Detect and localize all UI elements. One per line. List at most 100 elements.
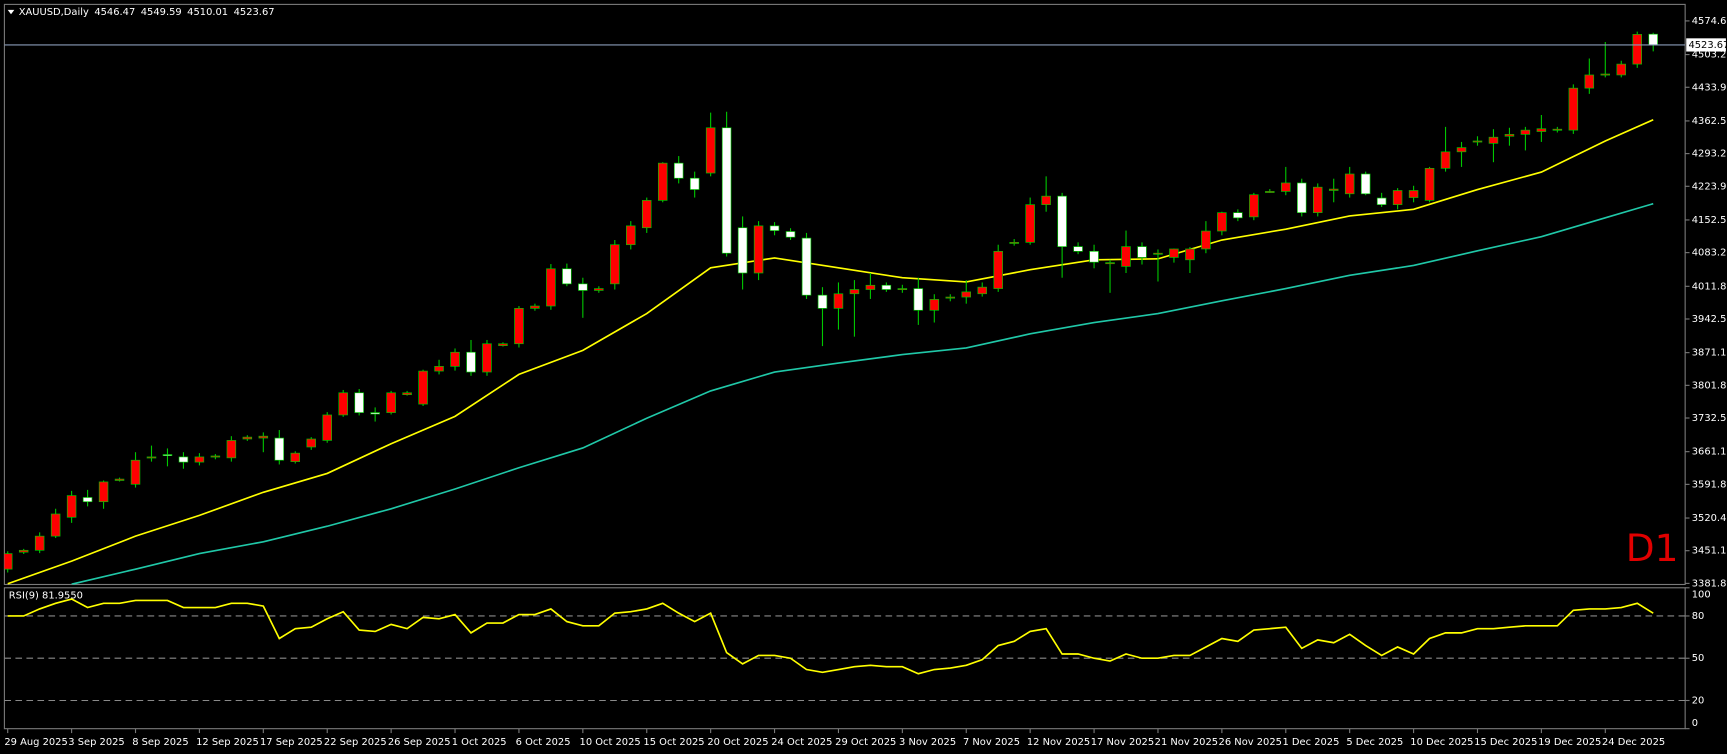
- candle-body: [354, 392, 364, 413]
- menu-arrow[interactable]: [7, 9, 15, 15]
- candle-body: [4, 553, 13, 570]
- x-tick-label: 6 Oct 2025: [516, 737, 571, 748]
- candle-body: [546, 268, 556, 307]
- candle-body: [450, 351, 460, 367]
- candle-body: [1328, 188, 1339, 191]
- candle-body: [1376, 197, 1387, 205]
- x-tick-label: 15 Dec 2025: [1474, 737, 1537, 748]
- x-tick-label: 17 Sep 2025: [260, 737, 323, 748]
- y-tick-label: 20: [1692, 696, 1705, 707]
- candle-body: [1424, 167, 1435, 201]
- candle-body: [1648, 33, 1658, 46]
- x-tick-label: 1 Oct 2025: [452, 737, 507, 748]
- candle-body: [82, 497, 93, 503]
- candle-body: [370, 412, 380, 415]
- y-tick-label: 3591.80: [1692, 479, 1727, 490]
- x-tick-label: 12 Sep 2025: [196, 737, 259, 748]
- rsi-line: [7, 598, 1654, 675]
- candle-body: [817, 294, 828, 309]
- x-tick-label: 17 Nov 2025: [1091, 737, 1154, 748]
- candle-body: [1600, 73, 1611, 76]
- candle-body: [1201, 230, 1211, 250]
- y-tick-label: 100: [1692, 589, 1711, 600]
- candle-body: [673, 162, 684, 179]
- x-tick-label: 19 Dec 2025: [1538, 737, 1601, 748]
- candle-body: [769, 225, 780, 231]
- candle-body: [66, 495, 77, 518]
- candle-body: [434, 366, 444, 372]
- candle-body: [1121, 246, 1131, 267]
- candle-body: [226, 440, 237, 459]
- candle-body: [1233, 212, 1243, 219]
- x-tick-label: 12 Nov 2025: [1027, 737, 1090, 748]
- candle-body: [1552, 128, 1563, 131]
- x-tick-label: 29 Oct 2025: [835, 737, 896, 748]
- candle-body: [162, 454, 173, 456]
- candle-body: [418, 370, 428, 405]
- x-tick-label: 24 Oct 2025: [771, 737, 832, 748]
- candle-body: [689, 177, 700, 190]
- y-tick-label: 0: [1692, 718, 1698, 729]
- candle-body: [610, 244, 620, 285]
- candle-body: [1392, 190, 1403, 205]
- candle-body: [1073, 246, 1083, 252]
- candle-body: [657, 162, 668, 201]
- y-tick-label: 3871.10: [1692, 348, 1727, 359]
- candle-body: [594, 288, 604, 291]
- candle-body: [1472, 140, 1483, 143]
- candle-body: [881, 284, 892, 290]
- candle-body: [114, 478, 125, 481]
- y-tick-label: 4362.50: [1692, 116, 1727, 127]
- candle-body: [306, 438, 316, 448]
- y-tick-label: 4011.80: [1692, 281, 1727, 292]
- x-tick-label: 3 Nov 2025: [899, 737, 956, 748]
- candle-body: [210, 455, 221, 458]
- candle-body: [1520, 129, 1531, 135]
- candle-body: [290, 452, 301, 462]
- symbol-header: XAUUSD,Daily 4546.47 4549.59 4510.01 4523.67: [19, 7, 275, 18]
- y-tick-label: 3732.50: [1692, 413, 1727, 424]
- candle-body: [1217, 212, 1227, 232]
- candle-body: [514, 308, 524, 345]
- candle-body: [274, 437, 285, 461]
- y-tick-label: 80: [1692, 611, 1705, 622]
- x-tick-label: 8 Sep 2025: [132, 737, 188, 748]
- candle-body: [977, 286, 987, 295]
- header-ohlc-value: 4510.01: [187, 7, 228, 18]
- candle-body: [721, 127, 732, 254]
- main-plot: [4, 31, 1686, 585]
- x-tick-label: 7 Nov 2025: [963, 737, 1020, 748]
- candle-body: [785, 231, 796, 238]
- y-tick-label: 3942.50: [1692, 314, 1727, 325]
- candle-body: [1488, 136, 1499, 144]
- candle-body: [929, 299, 940, 311]
- candle-body: [1153, 252, 1163, 255]
- candle-body: [1360, 173, 1371, 195]
- y-tick-label: 4503.20: [1692, 50, 1727, 61]
- candle-body: [1249, 194, 1259, 218]
- candle-body: [1105, 262, 1115, 265]
- candle-body: [993, 250, 1003, 289]
- candle-body: [753, 225, 764, 274]
- candle-body: [402, 392, 412, 396]
- candle-body: [626, 225, 636, 246]
- axes: 4574.60 4503.20 4433.90 4362.50 4293.20 4223.…: [4, 16, 1727, 748]
- candle-body: [1344, 173, 1355, 195]
- y-tick-label: 50: [1692, 653, 1705, 664]
- candle-body: [1041, 195, 1051, 205]
- candle-body: [1456, 147, 1467, 153]
- candle-body: [338, 392, 348, 416]
- candle-body: [1568, 87, 1579, 131]
- candle-body: [833, 293, 844, 309]
- candle-body: [178, 456, 189, 463]
- candle-body: [258, 435, 269, 439]
- x-tick-label: 1 Dec 2025: [1282, 737, 1339, 748]
- candle-body: [737, 227, 748, 274]
- candle-body: [562, 268, 572, 285]
- candle-body: [705, 127, 716, 174]
- header-ohlc-value: 4549.59: [141, 7, 182, 18]
- x-tick-label: 10 Dec 2025: [1410, 737, 1473, 748]
- candle-body: [1137, 246, 1147, 258]
- candle-body: [130, 459, 141, 485]
- candle-body: [1025, 204, 1035, 243]
